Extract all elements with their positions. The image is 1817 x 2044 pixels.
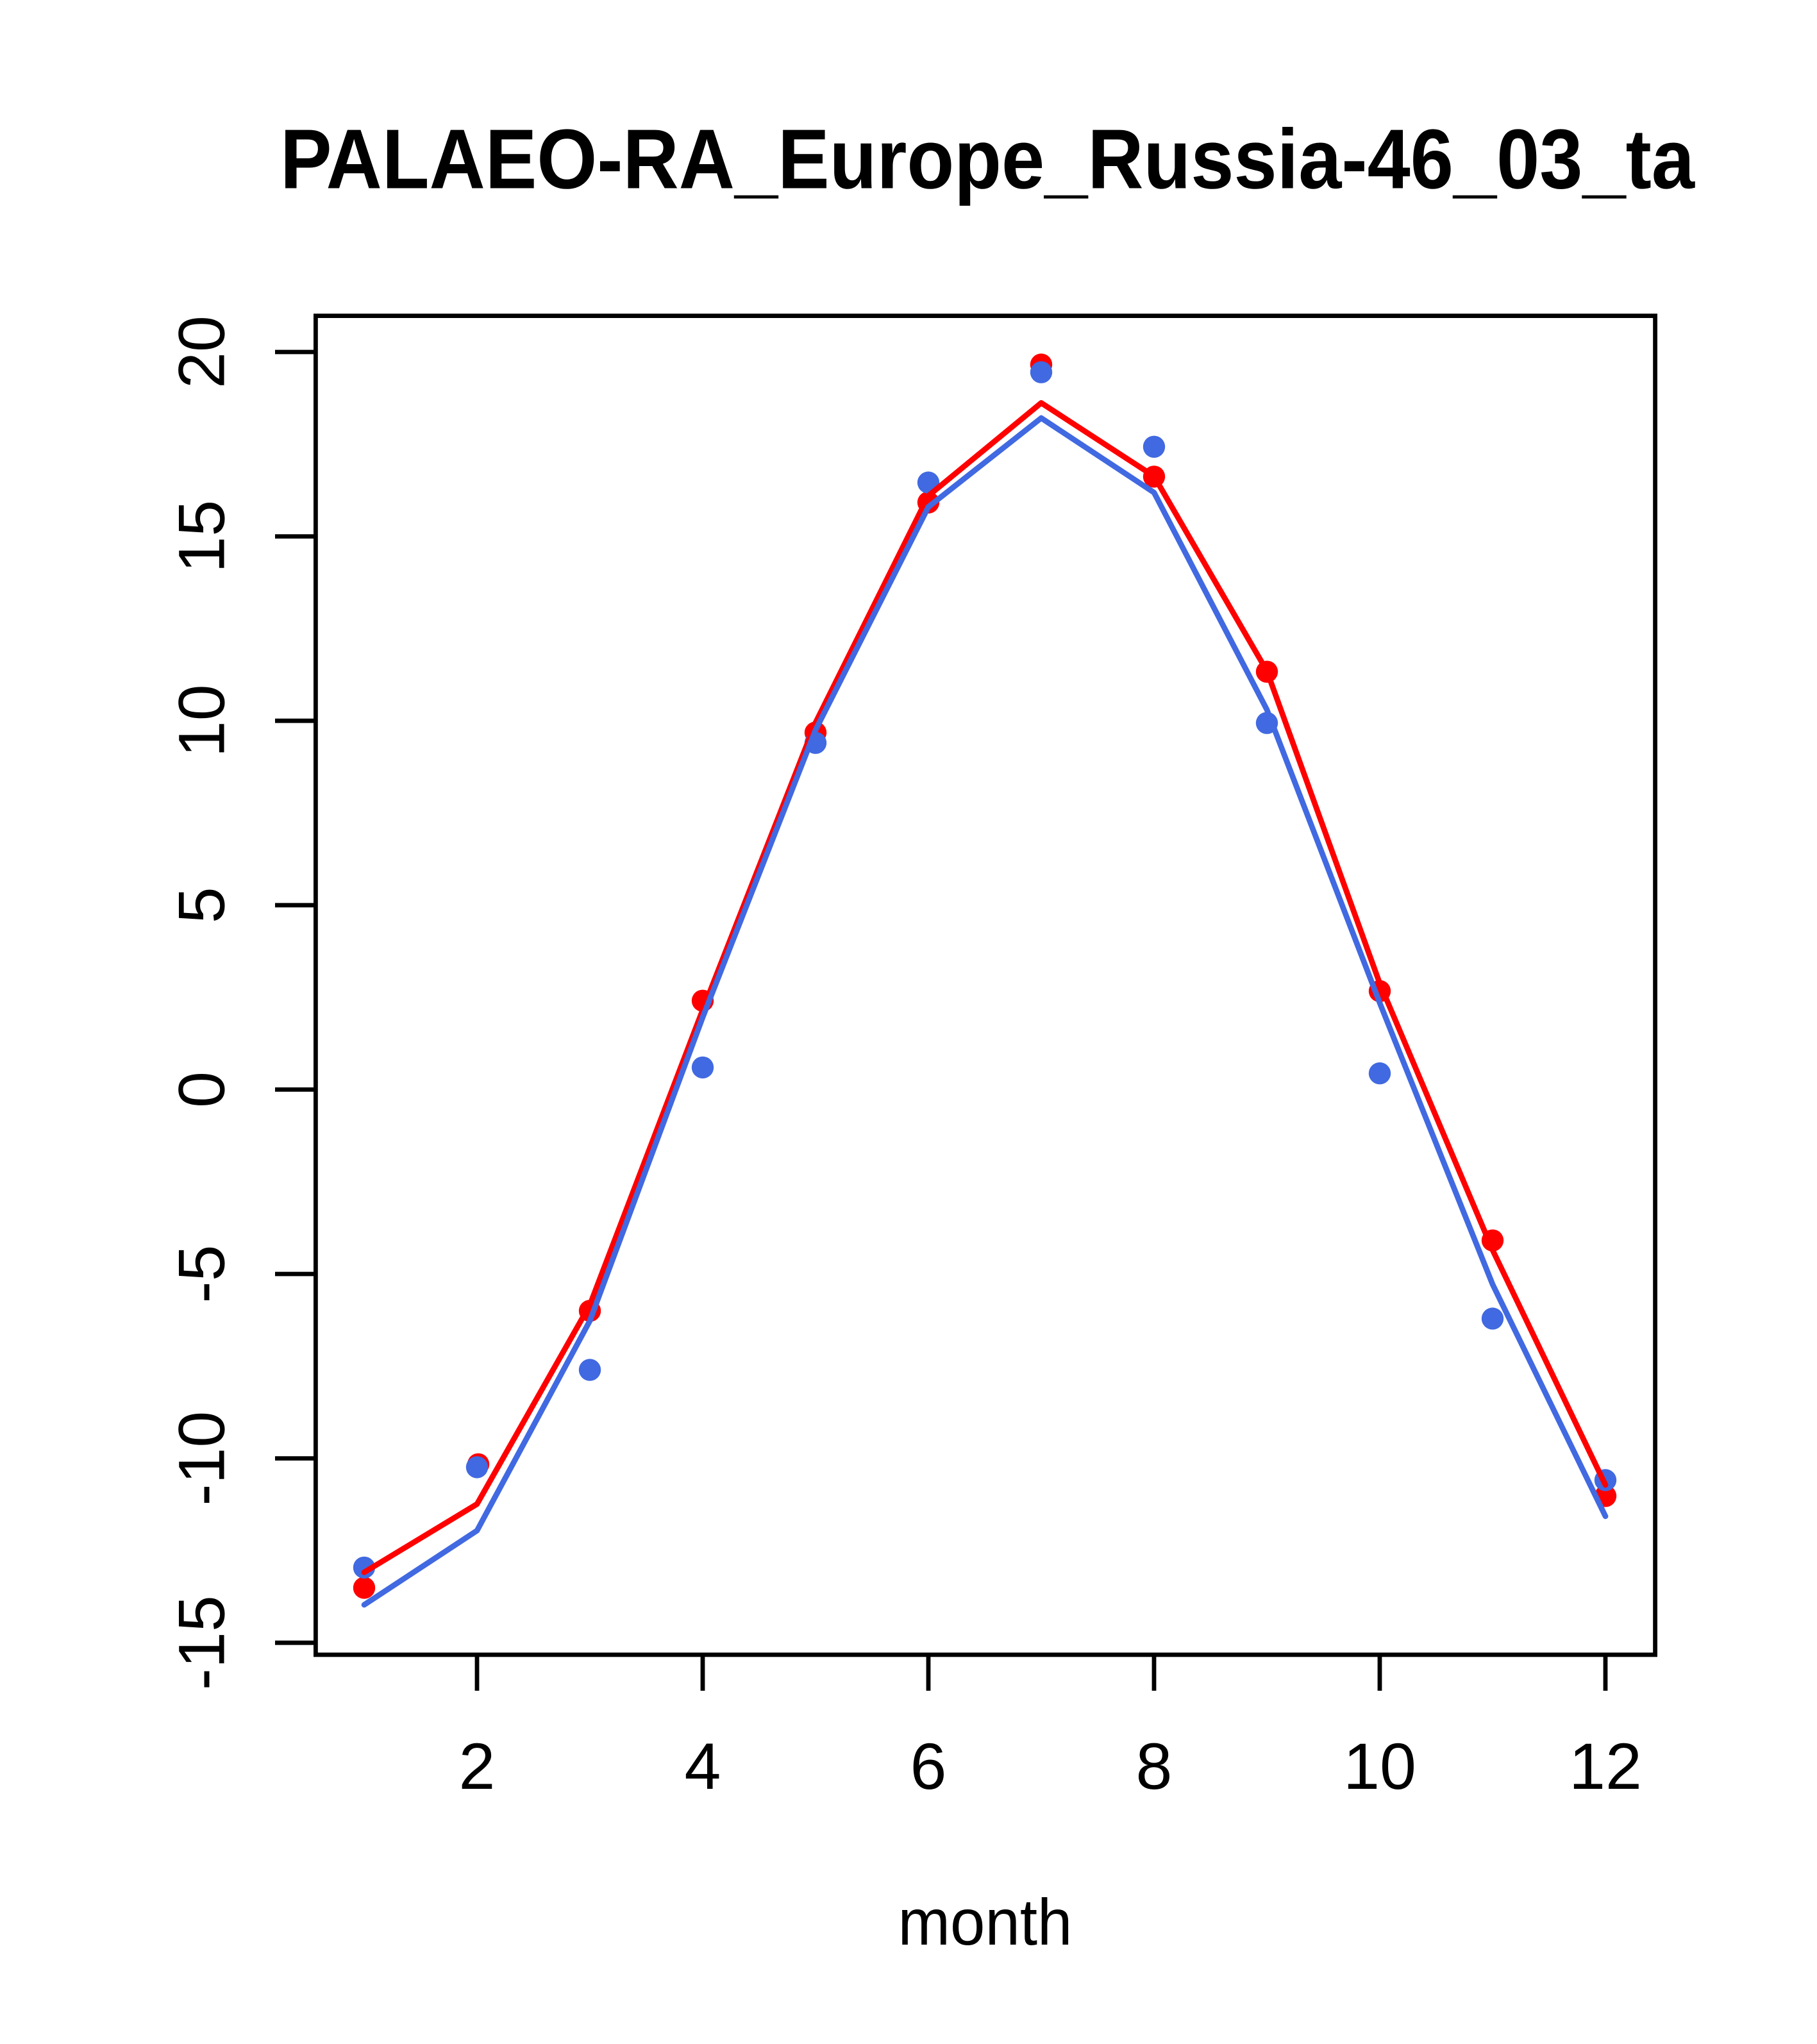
svg-text:-15: -15: [165, 1595, 239, 1690]
svg-text:10: 10: [165, 684, 239, 757]
svg-text:10: 10: [1343, 1729, 1416, 1803]
svg-text:-10: -10: [165, 1411, 239, 1506]
svg-text:0: 0: [165, 1071, 239, 1108]
svg-text:4: 4: [685, 1729, 721, 1803]
svg-text:8: 8: [1136, 1729, 1173, 1803]
svg-text:PALAEO-RA_Europe_Russia-46_03_: PALAEO-RA_Europe_Russia-46_03_ta: [280, 112, 1695, 206]
svg-text:12: 12: [1569, 1729, 1642, 1803]
svg-text:month: month: [898, 1885, 1073, 1959]
svg-text:20: 20: [165, 315, 239, 389]
svg-text:-5: -5: [165, 1245, 239, 1303]
svg-text:5: 5: [165, 887, 239, 923]
svg-text:15: 15: [165, 500, 239, 573]
svg-text:2: 2: [459, 1729, 496, 1803]
svg-text:6: 6: [910, 1729, 947, 1803]
